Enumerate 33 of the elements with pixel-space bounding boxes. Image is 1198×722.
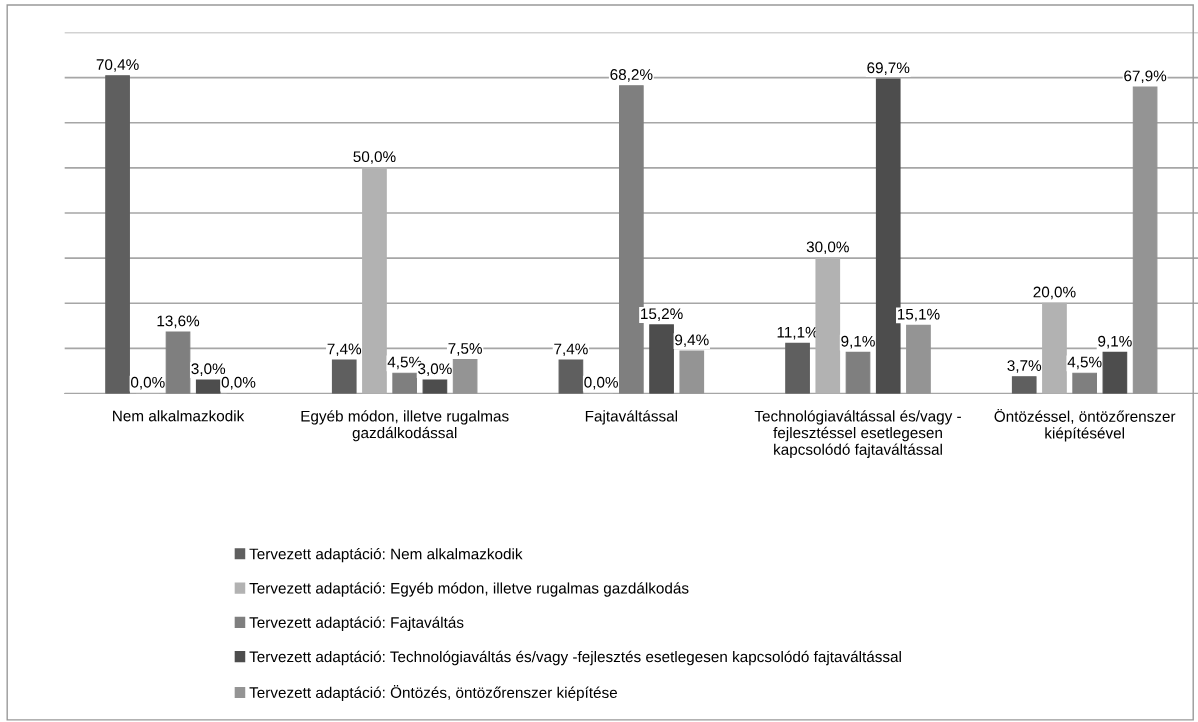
data-label: 9,1% [1098, 335, 1132, 349]
legend-label: Tervezett adaptáció: Technológiaváltás és/vagy -fejlesztés esetlegesen kapcsolódó fajtaváltással [249, 650, 901, 666]
data-label: 9,1% [841, 335, 875, 349]
data-label: 11,1% [777, 326, 819, 340]
data-label: 9,4% [675, 334, 709, 348]
data-label: 3,0% [191, 363, 226, 376]
data-label: 50,0% [353, 151, 396, 164]
data-label: 7,4% [327, 343, 362, 357]
data-label: 20,0% [1033, 286, 1076, 300]
legend-label: Tervezett adaptáció: Nem alkalmazkodik [249, 547, 523, 563]
legend-label: Tervezett adaptáció: Öntözés, öntözőrenszer kiépítése [249, 685, 618, 702]
data-label: 70,4% [96, 59, 139, 72]
legend-label: Tervezett adaptáció: Egyéb módon, illetve rugalmas gazdálkodás [249, 582, 689, 597]
data-label: 0,0% [130, 376, 165, 390]
x-tick-label: Nem alkalmazkodik [113, 410, 245, 422]
data-label: 13,6% [157, 315, 200, 329]
data-label: 69,7% [867, 62, 910, 75]
x-tick-label: Technológiaváltással és/vagy - fejlesztéssel esetlegesen kapcsolódó fajtaváltással [754, 410, 961, 458]
data-label: 15,1% [897, 308, 940, 322]
data-label: 3,7% [1007, 360, 1042, 373]
data-label: 7,5% [448, 343, 482, 356]
x-tick-label: Öntözéssel, öntözőrenszer kiépítésével [994, 408, 1176, 442]
x-tick-label: Egyéb módon, illetve rugalmas gazdálkodással [301, 410, 509, 442]
data-label: 0,0% [221, 376, 256, 390]
data-label: 7,4% [554, 343, 588, 357]
data-label: 0,0% [584, 376, 618, 390]
data-label: 67,9% [1124, 70, 1167, 84]
data-label: 30,0% [806, 241, 849, 255]
data-label: 15,2% [641, 308, 683, 321]
data-label: 4,5% [1067, 356, 1102, 370]
x-tick-label: Fajtaváltással [585, 410, 678, 425]
legend-label: Tervezett adaptáció: Fajtaváltás [249, 616, 464, 631]
data-label: 68,2% [610, 69, 653, 82]
